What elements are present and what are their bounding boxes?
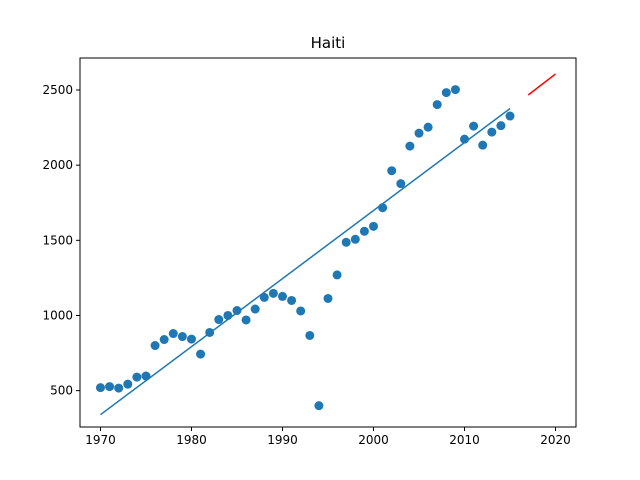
x-tick-label: 2000 — [358, 433, 389, 447]
data-point — [469, 121, 479, 131]
y-tick-label: 2500 — [42, 83, 73, 97]
plot-area — [95, 73, 556, 416]
data-point — [305, 330, 315, 340]
data-point — [177, 332, 187, 342]
data-point — [132, 372, 142, 382]
y-tick-label: 1500 — [42, 233, 73, 247]
data-point — [186, 334, 196, 344]
data-point — [414, 128, 424, 138]
data-point — [259, 292, 269, 302]
y-axis: 500 1000 1500 2000 2500 — [42, 83, 80, 398]
x-tick-label: 1990 — [267, 433, 298, 447]
y-tick-label: 1000 — [42, 308, 73, 322]
y-tick-label: 2000 — [42, 158, 73, 172]
data-point — [359, 226, 369, 236]
data-point — [114, 383, 124, 393]
data-point — [105, 382, 115, 392]
data-point — [487, 127, 497, 137]
data-point — [387, 166, 397, 176]
x-tick-label: 1970 — [85, 433, 116, 447]
data-point — [441, 88, 451, 98]
x-tick-label: 1980 — [176, 433, 207, 447]
data-point — [150, 341, 160, 351]
data-point — [423, 122, 433, 132]
data-point — [268, 288, 278, 298]
data-point — [478, 140, 488, 150]
data-point — [341, 237, 351, 247]
x-tick-label: 2010 — [449, 433, 480, 447]
x-axis: 1970 1980 1990 2000 2010 2020 — [85, 427, 571, 447]
data-point — [250, 304, 260, 314]
trend-line — [100, 107, 511, 416]
chart-title: Haiti — [311, 34, 346, 52]
axes-frame — [79, 57, 577, 428]
data-point — [277, 291, 287, 301]
data-point — [323, 293, 333, 303]
data-point — [159, 335, 169, 345]
data-point — [405, 141, 415, 151]
data-point — [314, 401, 324, 411]
data-point — [496, 121, 506, 131]
data-point — [95, 383, 105, 393]
data-point — [450, 85, 460, 95]
data-point — [168, 329, 178, 339]
data-point — [296, 306, 306, 316]
x-tick-label: 2020 — [540, 433, 571, 447]
data-point — [332, 270, 342, 280]
data-point — [123, 379, 133, 389]
y-tick-label: 500 — [50, 384, 73, 398]
data-point — [214, 315, 224, 325]
forecast-line — [527, 73, 556, 96]
data-point — [396, 179, 406, 189]
data-point — [369, 221, 379, 231]
data-point — [287, 295, 297, 305]
data-point — [196, 349, 206, 359]
data-point — [350, 234, 360, 244]
data-point — [432, 100, 442, 110]
data-point — [505, 111, 515, 121]
data-point — [232, 306, 242, 316]
data-point — [241, 315, 251, 325]
